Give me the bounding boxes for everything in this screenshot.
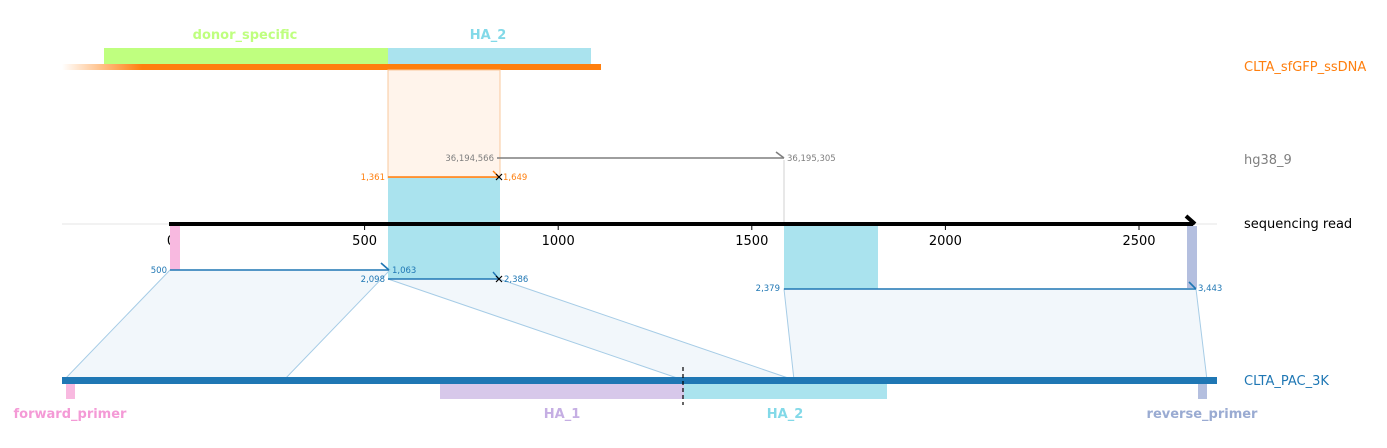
target-projection-3: [783, 288, 1208, 381]
read-axis-ticks: 05001000150020002500: [167, 226, 1156, 249]
forward-primer-label: forward_primer: [14, 407, 128, 422]
target-3-ref-start: 2,379: [756, 284, 780, 294]
donor-ref-start: 1,361: [361, 173, 385, 183]
read-forward-primer-mark: [170, 226, 180, 270]
target-feature-ha-2: [684, 384, 887, 399]
read-axis-tick-label: 500: [352, 234, 377, 249]
target-projection-1: [62, 269, 392, 381]
target-1-ref-start: 500: [151, 266, 167, 276]
target-alignment-2: [388, 271, 503, 283]
genome-ref-end: 36,195,305: [787, 154, 836, 164]
read-axis-tick-label: 1000: [542, 234, 575, 249]
donor-feature-ha-2: [388, 48, 591, 64]
target-2-ref-end: 2,386: [504, 275, 528, 285]
genome-ref-start: 36,194,566: [445, 154, 494, 164]
donor-ha2-label: HA_2: [470, 28, 507, 43]
target-projection-2: [387, 278, 795, 381]
read-ha-lower-left: [388, 226, 500, 279]
donor-sequence-bar: [62, 64, 601, 70]
read-arrow: [169, 214, 1197, 226]
donor-track-label: CLTA_sfGFP_ssDNA: [1244, 60, 1366, 75]
target-2-ref-start: 2,098: [361, 275, 385, 285]
read-axis-tick-label: 1500: [735, 234, 768, 249]
target-alignment-3: [784, 281, 1197, 290]
target-feature-ha-1: [440, 384, 684, 399]
target-sequence-bar: [62, 377, 1217, 384]
read-reverse-primer-mark: [1187, 226, 1197, 288]
target-track-label: CLTA_PAC_3K: [1244, 374, 1329, 389]
read-axis-tick-label: 2500: [1122, 234, 1155, 249]
target-1-ref-end: 1,063: [392, 266, 416, 276]
read-axis-tick-label: 2000: [929, 234, 962, 249]
donor-feature-donor-specific: [104, 48, 388, 64]
reverse-primer-label: reverse_primer: [1147, 407, 1259, 422]
target-feature-forward-primer: [66, 384, 75, 399]
genome-alignment: [497, 151, 785, 224]
target-ha2-label: HA_2: [767, 407, 804, 422]
genome-track-label: hg38_9: [1244, 153, 1292, 168]
target-feature-reverse-primer: [1198, 384, 1207, 399]
read-ha-lower-right: [784, 226, 878, 289]
donor-ha-on-read: [388, 178, 500, 224]
donor-ref-end: 1,649: [503, 173, 527, 183]
donor-alignment: [388, 170, 503, 181]
target-ha1-label: HA_1: [544, 407, 581, 422]
target-3-ref-end: 3,443: [1198, 284, 1222, 294]
donor-specific-label: donor_specific: [193, 28, 298, 43]
read-track-label: sequencing read: [1244, 217, 1352, 232]
target-alignment-1: [170, 262, 390, 271]
